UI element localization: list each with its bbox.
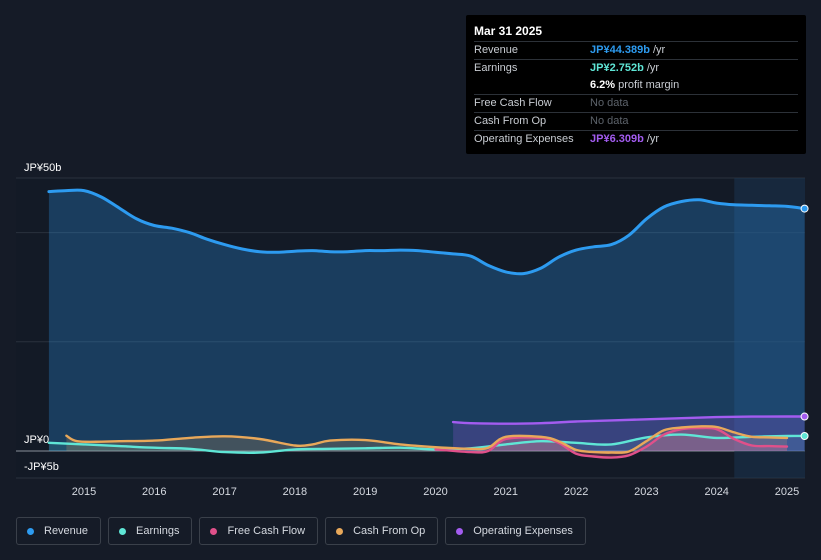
y-tick-label: -JP¥5b [24,461,59,473]
cash-from-op-area [66,426,787,453]
tooltip-label: Operating Expenses [474,133,574,145]
x-tick-label: 2015 [72,486,96,498]
chart-legend: Revenue Earnings Free Cash Flow Cash Fro… [16,517,593,545]
y-tick-label: JP¥0 [24,434,49,446]
tooltip-unit: /yr [646,62,660,74]
free-cash-flow-line [434,426,789,459]
tooltip-label: Free Cash Flow [474,97,552,109]
legend-dot-icon [119,527,127,535]
revenue-area [48,190,805,452]
tooltip-unit: profit margin [618,79,680,91]
legend-label: Earnings [136,525,180,537]
series-lines [47,188,807,459]
tooltip-value: 6.2% [590,79,616,91]
tooltip-date: Mar 31 2025 [474,24,543,38]
chart-grid [16,177,805,479]
tooltip-row-earnings: Earnings JP¥2.752b /yr [474,59,798,77]
x-tick-label: 2017 [212,486,236,498]
legend-dot-icon [210,527,218,535]
legend-item-revenue[interactable]: Revenue [16,517,102,545]
x-tick-label: 2016 [142,486,166,498]
legend-label: Free Cash Flow [227,525,306,537]
x-tick-label: 2023 [634,486,658,498]
legend-dot-icon [456,527,464,535]
tooltip-row-cash-from-op: Cash From Op No data [474,112,798,130]
x-axis: 2015 2016 2017 2018 2019 2020 2021 2022 2023 2024… [72,486,799,498]
tooltip-value: JP¥6.309b [590,133,644,145]
operating-expenses-endpoint [800,412,809,421]
x-tick-label: 2018 [283,486,307,498]
legend-label: Cash From Op [353,525,426,537]
tooltip-label [474,77,590,94]
x-tick-label: 2024 [704,486,728,498]
tooltip-value: JP¥44.389b [590,44,650,56]
tooltip-value: No data [590,115,629,127]
legend-label: Revenue [44,525,89,537]
series-endpoints [800,204,809,440]
tooltip-value: JP¥2.752b [590,62,644,74]
tooltip-row-revenue: Revenue JP¥44.389b /yr [474,41,798,59]
legend-dot-icon [27,527,34,535]
legend-dot-icon [336,527,344,535]
tooltip-row-margin: 6.2% profit margin [474,77,798,94]
forecast-highlight [734,178,805,478]
tooltip-label: Revenue [474,44,519,56]
legend-item-operating-expenses[interactable]: Operating Expenses [445,517,586,545]
legend-label: Operating Expenses [473,525,573,537]
x-tick-label: 2019 [353,486,377,498]
x-tick-label: 2021 [494,486,518,498]
series-areas [48,190,805,458]
operating-expenses-line [451,415,806,425]
tooltip-row-free-cash-flow: Free Cash Flow No data [474,94,798,112]
tooltip-value: No data [590,97,629,109]
tooltip-panel: Mar 31 2025 Revenue JP¥44.389b /yr Earni… [466,15,806,154]
tooltip-unit: /yr [652,44,666,56]
tooltip-row-operating-expenses: Operating Expenses JP¥6.309b /yr [474,130,798,148]
legend-item-earnings[interactable]: Earnings [108,517,193,545]
tooltip-label: Cash From Op [474,115,547,127]
legend-item-cash-from-op[interactable]: Cash From Op [325,517,439,545]
tooltip-label: Earnings [474,62,518,74]
y-axis: JP¥50b JP¥0 -JP¥5b [24,162,61,473]
revenue-line [47,188,807,276]
y-tick-label: JP¥50b [24,162,61,174]
legend-item-free-cash-flow[interactable]: Free Cash Flow [199,517,319,545]
x-tick-label: 2025 [775,486,799,498]
revenue-endpoint [800,204,809,213]
earnings-endpoint [800,431,809,440]
earnings-area [48,434,805,453]
tooltip-unit: /yr [646,133,660,145]
x-tick-label: 2022 [564,486,588,498]
x-tick-label: 2020 [423,486,447,498]
cash-from-op-line [65,425,789,454]
